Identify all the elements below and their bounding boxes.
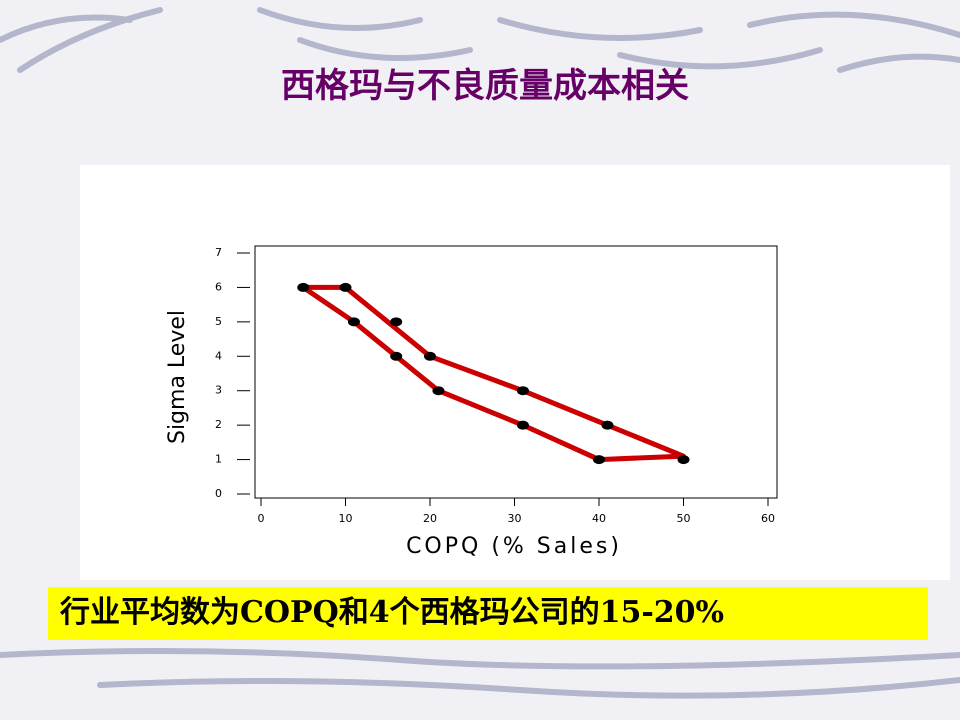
y-axis-label: Sigma Level bbox=[165, 310, 190, 444]
x-tick-label: 40 bbox=[592, 512, 606, 525]
swirl bbox=[747, 11, 960, 38]
chart-panel bbox=[80, 165, 950, 580]
point bbox=[347, 317, 360, 327]
point bbox=[516, 386, 529, 396]
y-tick-label: 4 bbox=[215, 349, 222, 362]
point bbox=[339, 282, 352, 292]
y-tick-label: 0 bbox=[215, 487, 222, 500]
y-tick-label: 5 bbox=[215, 315, 222, 328]
x-tick-label: 20 bbox=[423, 512, 437, 525]
y-tick-label: 3 bbox=[215, 384, 222, 397]
point bbox=[424, 351, 436, 361]
y-tick-label: 7 bbox=[215, 246, 222, 259]
x-tick-label: 0 bbox=[258, 512, 265, 525]
point bbox=[601, 420, 614, 430]
point bbox=[516, 420, 529, 430]
decoration bbox=[0, 7, 960, 699]
x-tick-label: 50 bbox=[677, 512, 691, 525]
y-tick-label: 2 bbox=[215, 418, 222, 431]
swirl bbox=[257, 7, 423, 31]
swirl bbox=[0, 648, 960, 670]
x-axis-label: COPQ (% Sales) bbox=[406, 534, 622, 559]
y-tick-label: 6 bbox=[215, 280, 222, 293]
outline bbox=[300, 284, 686, 463]
point bbox=[297, 282, 310, 292]
swirl bbox=[17, 7, 163, 73]
point bbox=[390, 317, 403, 327]
point bbox=[432, 386, 445, 396]
title: 西格玛与不良质量成本相关 bbox=[281, 66, 689, 106]
plot-frame bbox=[254, 245, 778, 499]
swirl bbox=[617, 47, 823, 70]
annotation: 行业平均数为COPQ和4个西格玛公司的15-20% bbox=[59, 595, 724, 630]
point bbox=[390, 351, 403, 361]
x-tick-label: 10 bbox=[339, 512, 353, 525]
x-tick-label: 30 bbox=[508, 512, 522, 525]
point bbox=[593, 455, 605, 465]
swirl bbox=[297, 37, 473, 61]
point bbox=[677, 455, 690, 465]
swirl bbox=[497, 17, 703, 41]
swirl bbox=[837, 53, 960, 73]
swirl bbox=[97, 677, 960, 699]
annotation-box bbox=[48, 587, 928, 640]
swirl bbox=[0, 14, 133, 43]
x-tick-label: 60 bbox=[761, 512, 775, 525]
y-tick-label: 1 bbox=[215, 453, 222, 466]
